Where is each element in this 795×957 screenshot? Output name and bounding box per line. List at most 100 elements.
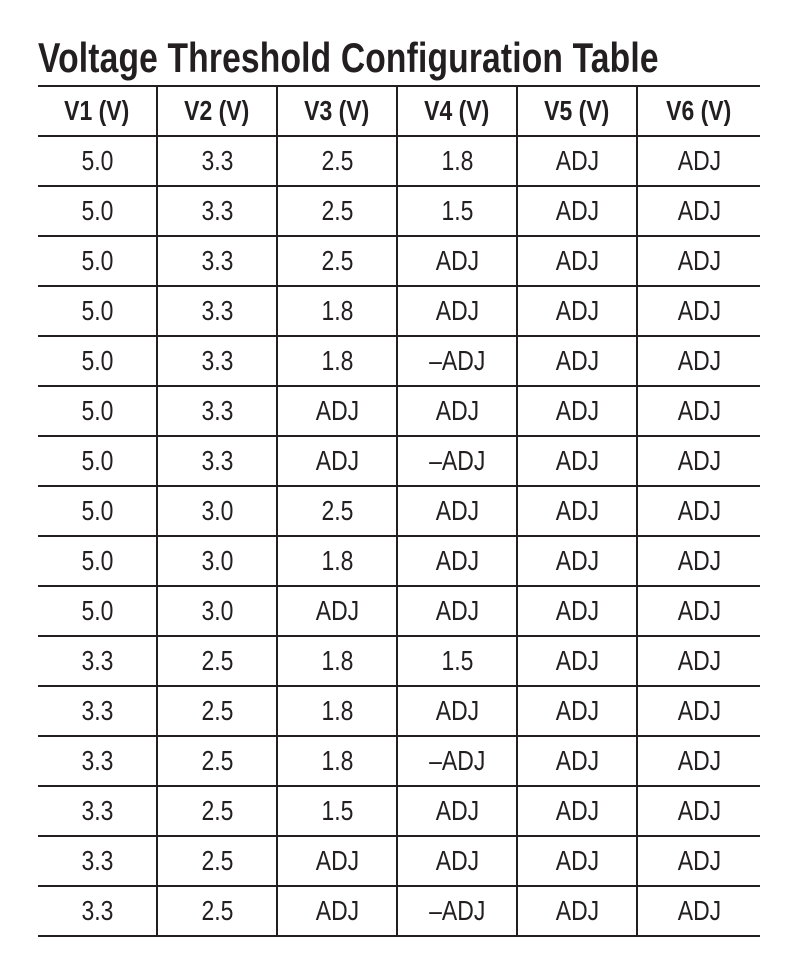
cell-value: 2.5 — [321, 495, 353, 526]
table-row: 3.3 2.5 1.8 1.5 ADJ ADJ — [38, 637, 760, 687]
cell-value: ADJ — [435, 795, 479, 826]
table-cell: –ADJ — [398, 737, 518, 785]
table-cell: ADJ — [518, 187, 638, 235]
cell-value: ADJ — [677, 495, 721, 526]
table-row: 5.0 3.3 1.8 –ADJ ADJ ADJ — [38, 337, 760, 387]
table-row: 3.3 2.5 1.5 ADJ ADJ ADJ — [38, 787, 760, 837]
cell-value: 1.8 — [321, 745, 353, 776]
table-cell: 1.8 — [278, 687, 398, 735]
cell-value: –ADJ — [428, 445, 486, 476]
table-cell: ADJ — [518, 337, 638, 385]
table-cell: ADJ — [518, 137, 638, 185]
cell-value: ADJ — [677, 445, 721, 476]
cell-value: 2.5 — [201, 895, 233, 926]
cell-value: ADJ — [677, 195, 721, 226]
cell-value: ADJ — [315, 895, 359, 926]
table-cell: ADJ — [518, 787, 638, 835]
cell-value: 3.3 — [201, 195, 233, 226]
table-cell: 1.8 — [278, 737, 398, 785]
table-cell: ADJ — [398, 537, 518, 585]
column-header-label: V1 (V) — [64, 95, 130, 126]
column-header-label: V3 (V) — [304, 95, 370, 126]
cell-value: ADJ — [677, 545, 721, 576]
table-cell: ADJ — [278, 437, 398, 485]
table-cell: 5.0 — [38, 537, 158, 585]
table-cell: 2.5 — [158, 887, 278, 935]
cell-value: 1.8 — [321, 645, 353, 676]
table-row: 5.0 3.0 ADJ ADJ ADJ ADJ — [38, 587, 760, 637]
table-cell: ADJ — [518, 737, 638, 785]
table-cell: ADJ — [398, 687, 518, 735]
cell-value: ADJ — [435, 545, 479, 576]
table-cell: 1.5 — [278, 787, 398, 835]
column-header: V3 (V) — [278, 87, 398, 135]
table-cell: ADJ — [638, 387, 760, 435]
table-row: 3.3 2.5 ADJ ADJ ADJ ADJ — [38, 837, 760, 887]
table-cell: 3.3 — [38, 837, 158, 885]
cell-value: ADJ — [555, 845, 599, 876]
cell-value: 2.5 — [201, 745, 233, 776]
table-cell: ADJ — [518, 237, 638, 285]
table-cell: ADJ — [398, 287, 518, 335]
table-cell: ADJ — [518, 487, 638, 535]
table-cell: ADJ — [278, 837, 398, 885]
cell-value: ADJ — [677, 295, 721, 326]
table-row: 5.0 3.3 2.5 1.5 ADJ ADJ — [38, 187, 760, 237]
table-cell: –ADJ — [398, 887, 518, 935]
table-cell: ADJ — [278, 887, 398, 935]
table-cell: ADJ — [638, 687, 760, 735]
cell-value: 3.3 — [81, 845, 113, 876]
column-header: V1 (V) — [38, 87, 158, 135]
table-cell: ADJ — [518, 387, 638, 435]
table-row: 3.3 2.5 1.8 ADJ ADJ ADJ — [38, 687, 760, 737]
table-cell: ADJ — [638, 437, 760, 485]
cell-value: ADJ — [315, 445, 359, 476]
cell-value: 3.3 — [201, 245, 233, 276]
table-cell: 5.0 — [38, 437, 158, 485]
column-header-label: V4 (V) — [424, 95, 490, 126]
cell-value: –ADJ — [428, 895, 486, 926]
column-header: V6 (V) — [638, 87, 760, 135]
cell-value: ADJ — [555, 345, 599, 376]
cell-value: –ADJ — [428, 745, 486, 776]
table-cell: ADJ — [518, 837, 638, 885]
cell-value: 3.0 — [201, 545, 233, 576]
cell-value: ADJ — [435, 595, 479, 626]
cell-value: 3.3 — [201, 145, 233, 176]
cell-value: ADJ — [555, 245, 599, 276]
cell-value: 5.0 — [81, 345, 113, 376]
table-title: Voltage Threshold Configuration Table — [38, 34, 659, 81]
cell-value: 1.8 — [321, 545, 353, 576]
cell-value: ADJ — [677, 895, 721, 926]
table-row: 3.3 2.5 ADJ –ADJ ADJ ADJ — [38, 887, 760, 937]
cell-value: 1.8 — [321, 695, 353, 726]
table-cell: 1.8 — [398, 137, 518, 185]
table-cell: ADJ — [518, 887, 638, 935]
cell-value: 2.5 — [321, 195, 353, 226]
table-cell: ADJ — [638, 587, 760, 635]
cell-value: 5.0 — [81, 145, 113, 176]
table-cell: 1.8 — [278, 637, 398, 685]
cell-value: 5.0 — [81, 295, 113, 326]
voltage-threshold-table: V1 (V) V2 (V) V3 (V) V4 (V) V5 (V) V6 (V) 5.0 3… — [38, 85, 760, 937]
cell-value: –ADJ — [428, 345, 486, 376]
table-cell: ADJ — [638, 787, 760, 835]
cell-value: 1.5 — [441, 645, 473, 676]
cell-value: 1.8 — [321, 345, 353, 376]
table-cell: 2.5 — [158, 787, 278, 835]
cell-value: ADJ — [435, 495, 479, 526]
table-cell: 1.8 — [278, 287, 398, 335]
table-cell: 3.3 — [158, 387, 278, 435]
table-cell: 5.0 — [38, 187, 158, 235]
column-header: V2 (V) — [158, 87, 278, 135]
cell-value: 5.0 — [81, 395, 113, 426]
table-cell: ADJ — [638, 637, 760, 685]
cell-value: ADJ — [555, 695, 599, 726]
table-cell: ADJ — [518, 437, 638, 485]
cell-value: 2.5 — [321, 145, 353, 176]
table-cell: 3.3 — [158, 187, 278, 235]
table-cell: ADJ — [638, 487, 760, 535]
table-cell: 2.5 — [278, 137, 398, 185]
cell-value: ADJ — [555, 195, 599, 226]
cell-value: ADJ — [555, 745, 599, 776]
